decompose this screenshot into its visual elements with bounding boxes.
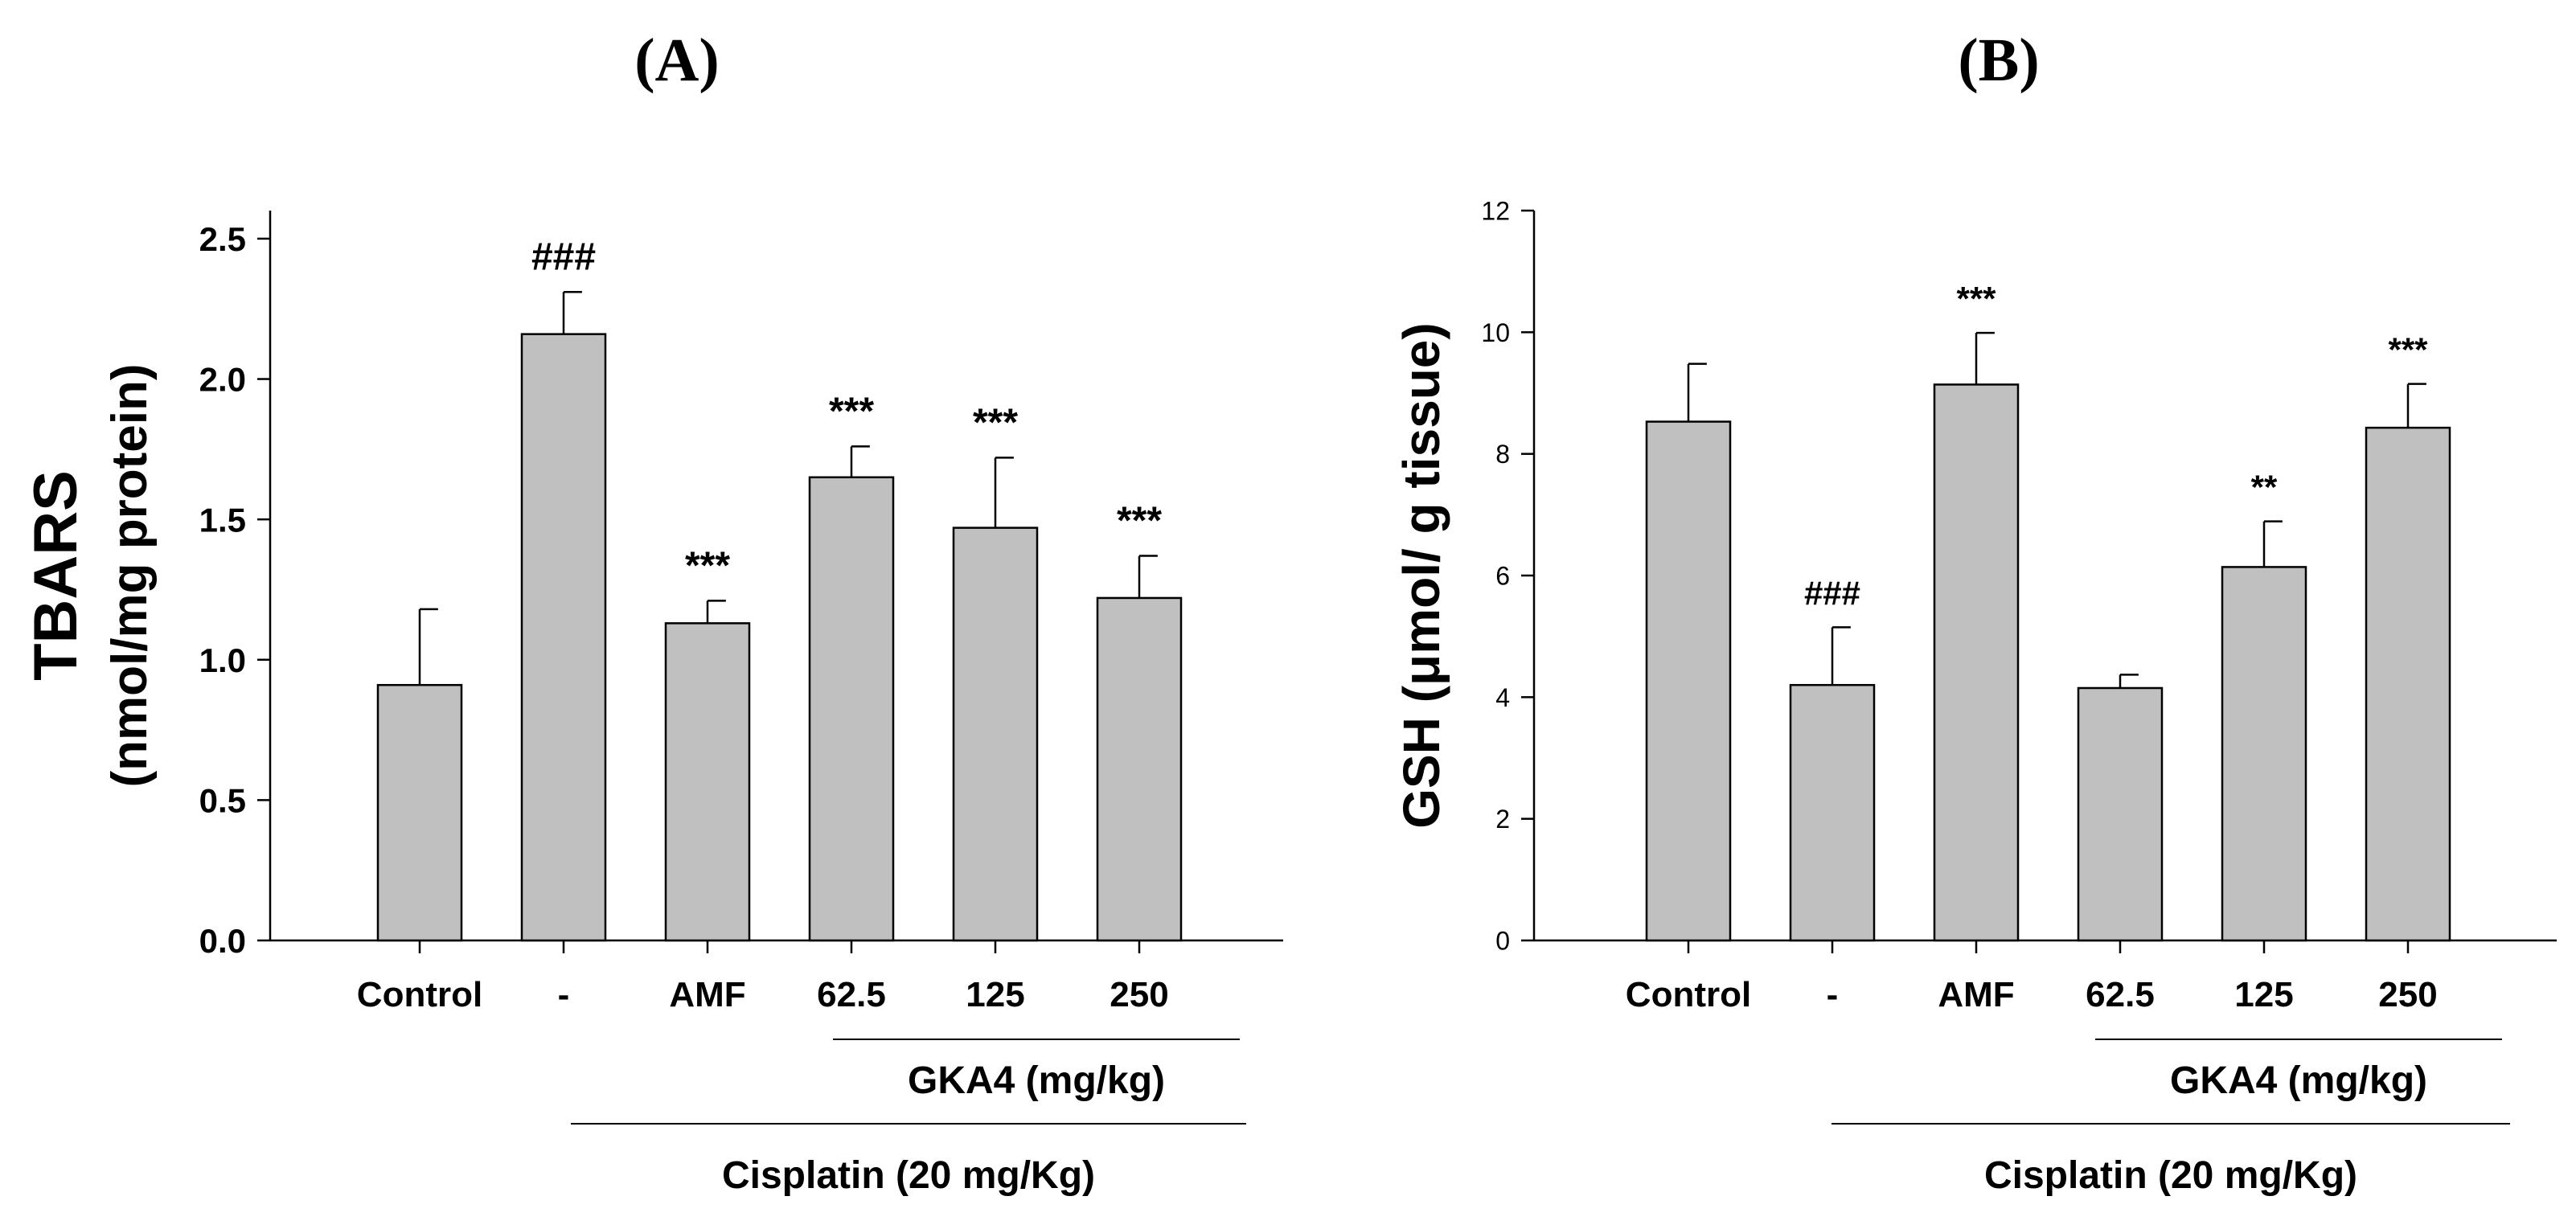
y-tick-label: 0.0 — [199, 922, 246, 960]
x-category-label: AMF — [1938, 975, 2014, 1014]
bar-2 — [1789, 683, 1876, 942]
y-tick-label: 10 — [1481, 318, 1510, 347]
significance-label: *** — [685, 544, 730, 587]
x-category-label: 250 — [1110, 975, 1168, 1014]
y-tick-label: 8 — [1495, 440, 1510, 469]
significance-label: *** — [2388, 331, 2428, 369]
bar-6 — [2365, 426, 2451, 942]
y-axis-label: GSH (μmol/ g tissue) — [1393, 322, 1450, 828]
panel-label: (A) — [634, 27, 720, 94]
bar-3 — [1933, 383, 2020, 942]
significance-label: ** — [2251, 469, 2278, 506]
bar-3 — [664, 622, 751, 942]
y-tick-label: 0 — [1495, 927, 1510, 956]
y-tick-label: 2 — [1495, 805, 1510, 834]
chart-panel-a: (A) 0.0 0.5 1.0 1.5 2.0 2.5 TBARS (nmol/mg prote… — [22, 27, 1283, 1197]
y-tick-label: 2.5 — [199, 220, 246, 258]
y-axis-label-units: (nmol/mg protein) — [102, 364, 158, 788]
x-category-label: AMF — [669, 975, 745, 1014]
bar-2 — [520, 333, 607, 942]
significance-label: *** — [829, 390, 874, 432]
x-category-label: 125 — [2234, 975, 2293, 1014]
x-category-label: 250 — [2378, 975, 2437, 1014]
x-category-label: - — [558, 975, 570, 1014]
y-tick-label: 1.5 — [199, 501, 246, 539]
significance-label: *** — [1956, 280, 1996, 318]
bar-5 — [2221, 566, 2307, 942]
x-category-label: 62.5 — [2086, 975, 2155, 1014]
y-axis-label: TBARS — [22, 470, 90, 681]
panel-label: (B) — [1958, 27, 2039, 94]
significance-label: ### — [1804, 574, 1860, 612]
y-tick-label: 1.0 — [199, 641, 246, 679]
x-category-label: Control — [1626, 975, 1751, 1014]
y-tick-label: 0.5 — [199, 782, 246, 820]
group-label: Cisplatin (20 mg/Kg) — [1984, 1154, 2357, 1197]
x-category-label: Control — [357, 975, 482, 1014]
x-category-label: 125 — [966, 975, 1024, 1014]
bar-1 — [376, 683, 463, 942]
bar-4 — [808, 476, 895, 942]
bar-1 — [1645, 420, 1732, 942]
significance-label: ### — [531, 236, 596, 278]
x-category-label: - — [1827, 975, 1839, 1014]
x-category-label: 62.5 — [817, 975, 886, 1014]
bar-4 — [2077, 686, 2164, 942]
significance-label: *** — [1117, 500, 1162, 543]
group-label: Cisplatin (20 mg/Kg) — [722, 1154, 1095, 1197]
significance-label: *** — [973, 401, 1018, 444]
chart-panel-b: (B) 0 2 4 6 8 10 12 GSH (μmol/ g tissue) Control -… — [1393, 27, 2557, 1197]
y-tick-label: 6 — [1495, 562, 1510, 591]
group-label: GKA4 (mg/kg) — [2170, 1059, 2427, 1102]
y-tick-label: 2.0 — [199, 361, 246, 399]
bar-6 — [1096, 596, 1183, 942]
y-tick-label: 12 — [1481, 197, 1510, 226]
bar-5 — [952, 526, 1039, 942]
group-label: GKA4 (mg/kg) — [908, 1059, 1165, 1102]
y-tick-label: 4 — [1495, 683, 1510, 712]
